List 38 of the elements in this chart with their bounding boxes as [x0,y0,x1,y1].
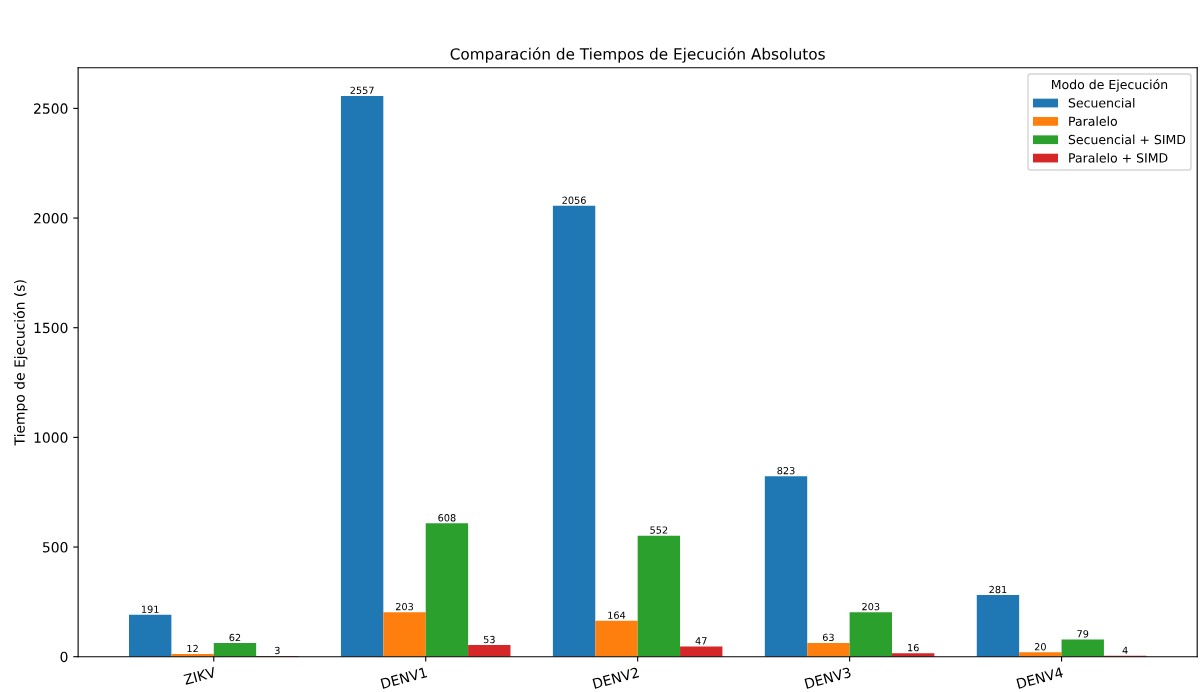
data-label: 281 [989,585,1007,594]
data-label: 4 [1122,646,1128,654]
legend-label: Secuencial [1068,97,1135,108]
legend-label: Paralelo + SIMD [1069,152,1168,163]
y-axis-title: Tiempo de Ejecución (s) [13,280,28,446]
x-tick-label: DENV3 [804,666,852,689]
y-tick-label: 0 [60,651,68,663]
data-label: 203 [395,602,414,611]
data-label: 79 [1077,630,1089,638]
data-label: 203 [862,602,880,611]
data-label: 20 [1034,643,1046,651]
legend-label: Secuencial + SIMD [1068,134,1186,145]
y-tick-label: 1000 [34,432,68,443]
data-label: 608 [438,514,456,522]
data-label: 63 [822,633,834,642]
data-label: 12 [187,644,198,653]
data-label: 164 [608,611,626,619]
x-tick-label: DENV2 [592,667,640,689]
x-tick-label: ZIKV [183,666,217,685]
legend-title: Modo de Ejecución [1052,79,1168,92]
data-label: 552 [650,526,668,534]
data-label: 53 [483,635,495,644]
data-label: 2056 [562,196,586,204]
data-label: 62 [229,633,241,642]
data-label: 823 [777,466,795,475]
chart-title: Comparación de Tiempos de Ejecución Absolutos [450,47,825,63]
y-tick-label: 500 [42,542,68,553]
data-label: 16 [908,643,919,652]
data-label: 191 [141,605,159,613]
legend-label: Paralelo [1069,116,1118,126]
data-label: 47 [695,637,707,645]
data-label: 3 [275,646,280,655]
y-tick-label: 2500 [34,103,68,114]
y-tick-label: 1500 [34,322,68,334]
x-tick-label: DENV4 [1016,667,1064,689]
x-tick-label: DENV1 [380,667,428,689]
data-label: 2557 [350,86,374,95]
y-tick-label: 2000 [34,213,68,224]
